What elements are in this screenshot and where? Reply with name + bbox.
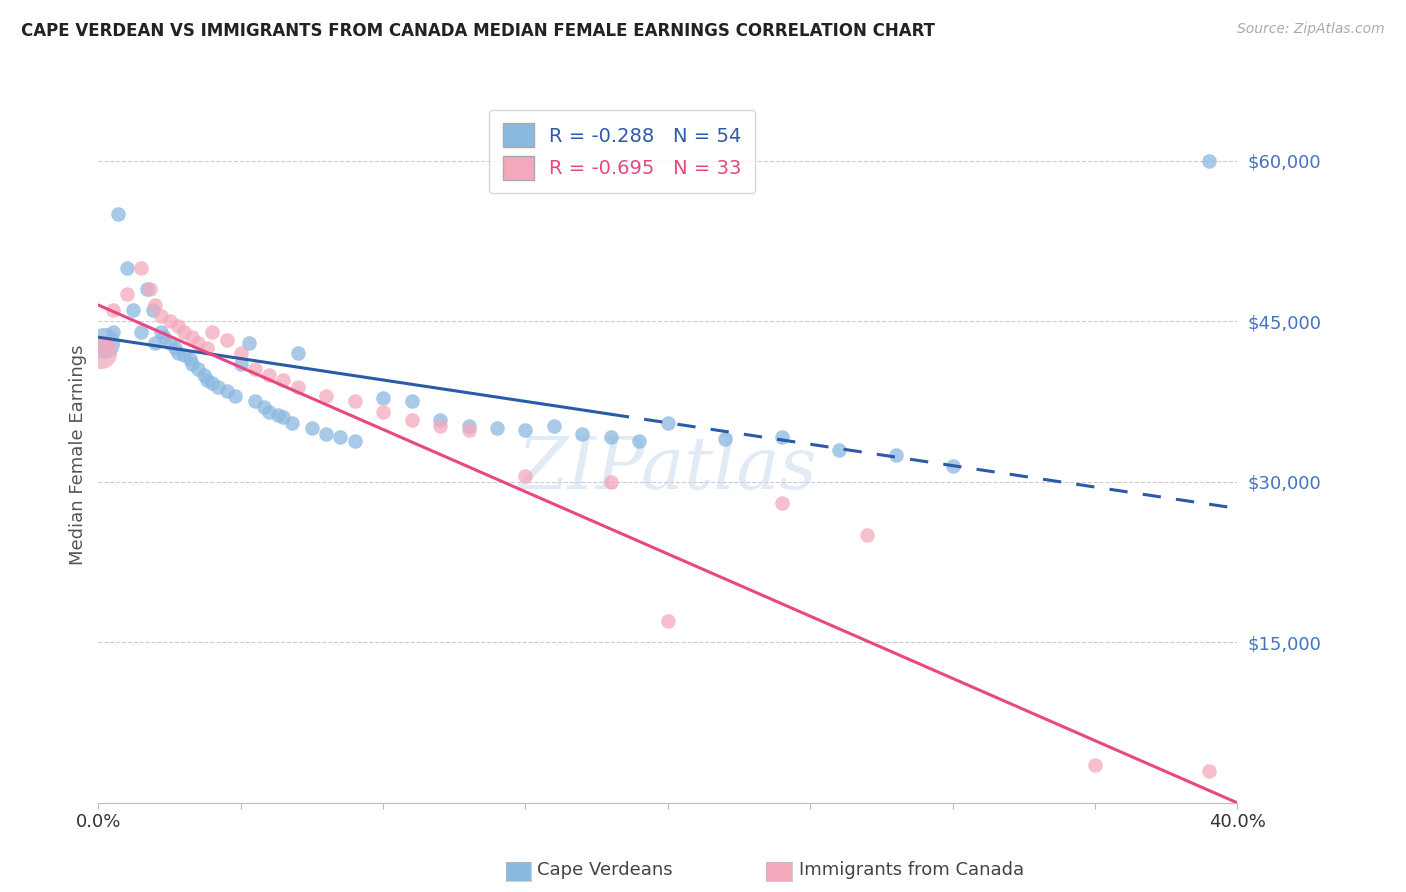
Point xyxy=(243,394,266,409)
Point xyxy=(153,330,176,344)
Point xyxy=(657,416,679,430)
Point xyxy=(96,335,118,350)
Point xyxy=(187,335,209,350)
Point xyxy=(224,389,246,403)
Point xyxy=(165,341,187,355)
Point xyxy=(315,426,337,441)
Point xyxy=(195,341,218,355)
Point xyxy=(543,419,565,434)
Point xyxy=(401,394,423,409)
Point xyxy=(129,325,152,339)
Point xyxy=(1084,758,1107,772)
Point xyxy=(135,282,157,296)
Point xyxy=(101,303,124,318)
Point xyxy=(181,330,204,344)
Text: ZIPatlas: ZIPatlas xyxy=(517,434,818,504)
Point xyxy=(201,325,224,339)
Point xyxy=(145,335,167,350)
Point xyxy=(141,303,163,318)
Point xyxy=(301,421,323,435)
Text: CAPE VERDEAN VS IMMIGRANTS FROM CANADA MEDIAN FEMALE EARNINGS CORRELATION CHART: CAPE VERDEAN VS IMMIGRANTS FROM CANADA M… xyxy=(21,22,935,40)
Point xyxy=(770,430,793,444)
Point xyxy=(207,380,229,394)
Point xyxy=(150,309,173,323)
Y-axis label: Median Female Earnings: Median Female Earnings xyxy=(69,344,87,566)
Point xyxy=(150,325,173,339)
Point xyxy=(107,207,129,221)
Point xyxy=(315,389,337,403)
Point xyxy=(770,496,793,510)
Point xyxy=(229,357,252,371)
Point xyxy=(187,362,209,376)
Point xyxy=(287,346,309,360)
Point xyxy=(215,334,238,348)
Point xyxy=(828,442,851,457)
Point xyxy=(343,434,366,448)
Point xyxy=(287,380,309,394)
Point xyxy=(486,421,509,435)
Point xyxy=(373,391,395,405)
Point xyxy=(159,314,181,328)
Point xyxy=(856,528,879,542)
Point xyxy=(101,325,124,339)
Point xyxy=(942,458,965,473)
Point xyxy=(273,410,295,425)
Point xyxy=(714,432,737,446)
Point xyxy=(571,426,593,441)
Point xyxy=(259,405,281,419)
Point xyxy=(329,430,352,444)
Point xyxy=(115,260,138,275)
Point xyxy=(96,335,118,350)
Point xyxy=(401,412,423,426)
Point xyxy=(273,373,295,387)
Point xyxy=(657,614,679,628)
Point xyxy=(259,368,281,382)
Point xyxy=(429,419,451,434)
Point xyxy=(252,400,274,414)
Point xyxy=(138,282,160,296)
Point xyxy=(179,351,201,366)
Point xyxy=(243,362,266,376)
Point xyxy=(159,335,181,350)
Point xyxy=(628,434,651,448)
Legend: R = -0.288   N = 54, R = -0.695   N = 33: R = -0.288 N = 54, R = -0.695 N = 33 xyxy=(489,110,755,194)
Point xyxy=(515,469,537,483)
Point xyxy=(121,303,143,318)
Point xyxy=(145,298,167,312)
Point xyxy=(1198,153,1220,168)
Point xyxy=(600,475,623,489)
Point xyxy=(181,357,204,371)
Point xyxy=(600,430,623,444)
Point xyxy=(90,346,112,360)
Point xyxy=(238,335,260,350)
Point xyxy=(884,448,907,462)
Point xyxy=(229,346,252,360)
Point xyxy=(281,416,304,430)
Point xyxy=(115,287,138,301)
Point xyxy=(167,319,190,334)
Text: Source: ZipAtlas.com: Source: ZipAtlas.com xyxy=(1237,22,1385,37)
Point xyxy=(1198,764,1220,778)
Point xyxy=(373,405,395,419)
Point xyxy=(167,346,190,360)
Point xyxy=(173,348,195,362)
Point xyxy=(201,376,224,391)
Text: Cape Verdeans: Cape Verdeans xyxy=(537,861,672,879)
Point xyxy=(173,325,195,339)
Point xyxy=(457,419,479,434)
Point xyxy=(429,412,451,426)
Text: Immigrants from Canada: Immigrants from Canada xyxy=(799,861,1024,879)
Point xyxy=(93,335,115,350)
Point xyxy=(457,423,479,437)
Point xyxy=(215,384,238,398)
Point xyxy=(129,260,152,275)
Point xyxy=(515,423,537,437)
Point xyxy=(195,373,218,387)
Point xyxy=(193,368,215,382)
Point xyxy=(267,409,290,423)
Point xyxy=(343,394,366,409)
